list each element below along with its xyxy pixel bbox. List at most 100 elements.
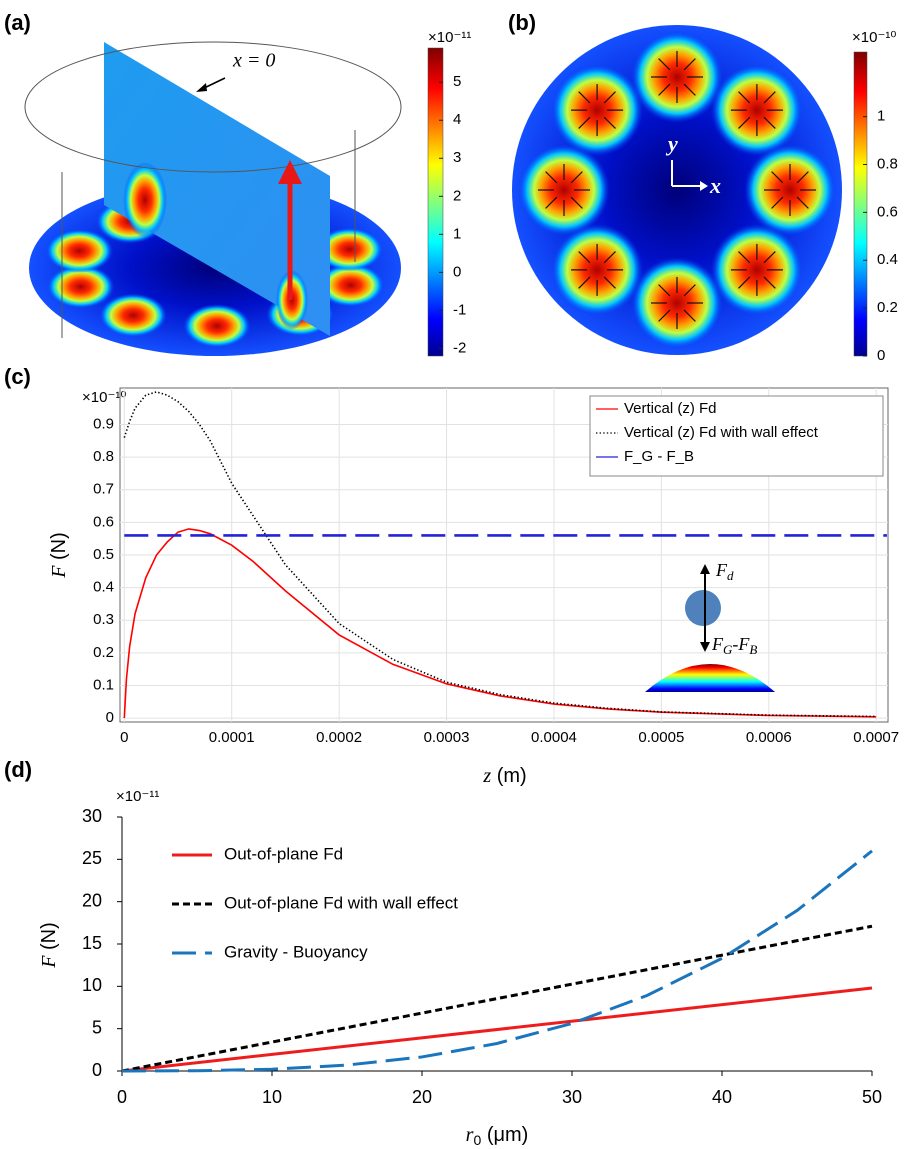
vector bbox=[578, 251, 591, 264]
arrow-head bbox=[278, 160, 302, 184]
series-line bbox=[121, 924, 873, 1073]
field-a-overlay: x = 0 bbox=[24, 41, 402, 338]
particle bbox=[685, 590, 721, 626]
arrow-head bbox=[196, 83, 207, 92]
colorbar-tick-label: 0.2 bbox=[877, 299, 898, 316]
sub: G bbox=[723, 642, 733, 657]
f: F bbox=[711, 634, 724, 654]
colorbar bbox=[427, 47, 444, 357]
vector bbox=[658, 83, 671, 96]
unit: (N) bbox=[48, 532, 70, 560]
legend-label: Out-of-plane Fd with wall effect bbox=[224, 893, 458, 912]
legend-label: Out-of-plane Fd bbox=[224, 844, 343, 863]
vector bbox=[603, 251, 616, 264]
blob bbox=[551, 64, 644, 157]
plane bbox=[104, 42, 330, 336]
sub: 0 bbox=[473, 1132, 481, 1148]
y-tick-label: 0.6 bbox=[93, 513, 114, 530]
vector bbox=[578, 276, 591, 289]
colorbar-tick-label: 0.6 bbox=[877, 203, 898, 220]
x-tick-label: 0.0002 bbox=[316, 729, 362, 746]
vector bbox=[763, 251, 776, 264]
field-b bbox=[512, 25, 842, 355]
x-tick-label: 30 bbox=[562, 1087, 582, 1107]
axes-b: y x bbox=[665, 131, 721, 198]
colorbar-tick-label: 0 bbox=[877, 347, 885, 364]
colorbar-tick-label: 5 bbox=[453, 73, 461, 90]
y-tick-label: 0.5 bbox=[93, 546, 114, 563]
y-tick-label: 10 bbox=[82, 975, 102, 995]
series-line bbox=[121, 849, 873, 1073]
vector bbox=[683, 284, 696, 297]
vector bbox=[570, 171, 583, 184]
x-tick-label: 0.0001 bbox=[209, 729, 255, 746]
blob bbox=[551, 223, 644, 316]
vector bbox=[738, 116, 751, 129]
y-tick-label: 15 bbox=[82, 933, 102, 953]
vector bbox=[658, 284, 671, 297]
panel-label: (b) bbox=[508, 10, 536, 35]
blob bbox=[631, 31, 723, 123]
blob bbox=[123, 162, 167, 238]
y-tick-label: 20 bbox=[82, 890, 102, 910]
vector bbox=[771, 171, 784, 184]
vector bbox=[545, 196, 558, 209]
colorbar-tick-label: 4 bbox=[453, 111, 461, 128]
x-tick-label: 0.0006 bbox=[746, 729, 792, 746]
colorbar-tick-label: 3 bbox=[453, 149, 461, 166]
colorbar-tick-label: 0.8 bbox=[877, 155, 898, 172]
panel-label: (c) bbox=[4, 364, 31, 389]
sub: d bbox=[727, 568, 734, 583]
vector bbox=[763, 91, 776, 104]
force-label: Fd bbox=[715, 560, 734, 583]
var: F bbox=[38, 955, 60, 969]
bump bbox=[645, 664, 775, 692]
blob bbox=[315, 227, 384, 272]
vector bbox=[738, 91, 751, 104]
var: F bbox=[48, 565, 70, 579]
x-tick-label: 0.0004 bbox=[531, 729, 577, 746]
series-line bbox=[121, 986, 873, 1073]
y-tick-label: 5 bbox=[92, 1017, 102, 1037]
y-tick-label: 0.7 bbox=[93, 481, 114, 498]
colorbar-multiplier: ×10⁻¹¹ bbox=[428, 29, 471, 46]
x-tick-label: 0.0005 bbox=[638, 729, 684, 746]
x-tick-label: 20 bbox=[412, 1087, 432, 1107]
series-line bbox=[123, 528, 877, 719]
panel-label: (d) bbox=[4, 757, 32, 782]
legend-label: Vertical (z) Fd with wall effect bbox=[624, 424, 819, 441]
blob bbox=[46, 264, 115, 309]
annotation: x bbox=[709, 173, 721, 198]
multiplier: ×10⁻¹⁰ bbox=[82, 389, 126, 406]
blob bbox=[710, 64, 803, 157]
colorbar-tick-label: 1 bbox=[877, 108, 885, 125]
panel-label: (a) bbox=[4, 10, 31, 35]
sub: B bbox=[749, 642, 757, 657]
x-tick-label: 0 bbox=[120, 729, 128, 746]
y-tick-label: 0.2 bbox=[93, 644, 114, 661]
blob bbox=[99, 293, 168, 338]
legend-label: Gravity - Buoyancy bbox=[224, 942, 368, 961]
vector bbox=[603, 276, 616, 289]
colorbar-tick-label: -2 bbox=[453, 339, 466, 356]
legend-frame bbox=[589, 395, 884, 477]
x-axis-title: z (m) bbox=[482, 765, 526, 788]
blob bbox=[518, 144, 610, 236]
legend-label: F_G - F_B bbox=[624, 448, 694, 465]
f: F bbox=[715, 560, 728, 580]
y-tick-label: 0.1 bbox=[93, 676, 114, 693]
legend-label: Vertical (z) Fd bbox=[624, 400, 717, 417]
blob bbox=[45, 228, 114, 273]
y-tick-label: 0.3 bbox=[93, 611, 114, 628]
vector bbox=[603, 116, 616, 129]
y-tick-label: 0.9 bbox=[93, 416, 114, 433]
blob bbox=[710, 223, 803, 316]
var: r bbox=[466, 1124, 474, 1146]
series-line bbox=[123, 391, 877, 718]
blob bbox=[183, 303, 252, 348]
unit: (m) bbox=[497, 765, 527, 787]
colorbar-tick-label: 0 bbox=[453, 263, 461, 280]
x-tick-label: 10 bbox=[262, 1087, 282, 1107]
vector bbox=[658, 58, 671, 71]
vector bbox=[570, 196, 583, 209]
